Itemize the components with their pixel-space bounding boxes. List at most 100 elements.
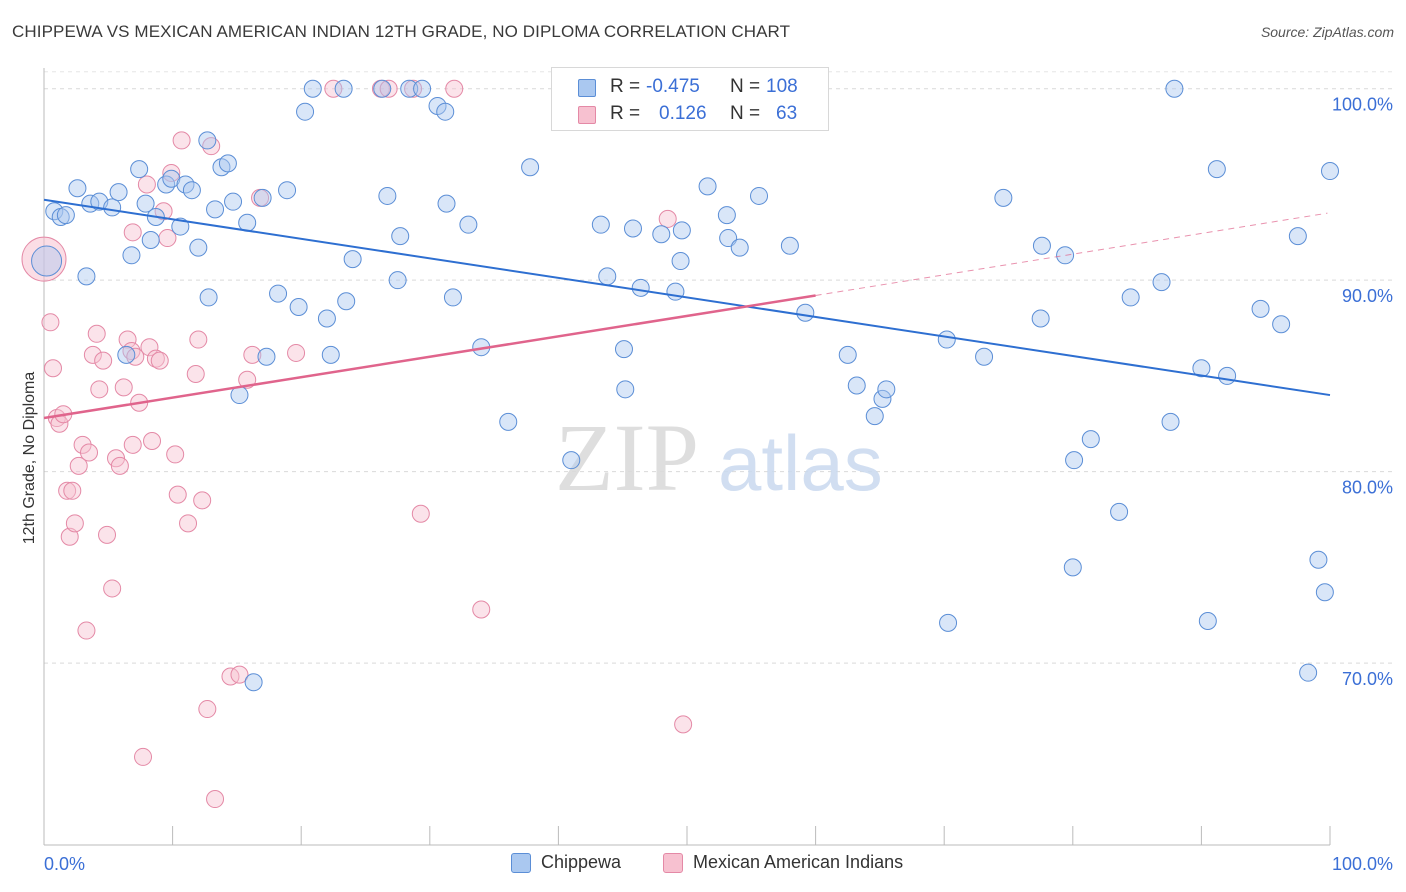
data-point-chippewa [717,206,736,225]
data-point-chippewa [1121,288,1140,307]
data-point-mexican [168,485,187,504]
y-tick-label: 90.0% [1342,286,1393,306]
data-point-mexican [60,527,79,546]
legend-n-label: N = [730,76,761,97]
data-point-mexican [103,579,122,598]
data-point-chippewa [436,102,455,121]
data-point-chippewa [141,230,160,249]
data-point-mexican [150,351,169,370]
data-point-chippewa [413,79,432,98]
data-point-mexican [80,443,99,462]
watermark-atlas: atlas [718,419,883,507]
y-axis-label: 12th Grade, No Diploma [21,371,38,545]
data-point-chippewa [437,194,456,213]
data-point-chippewa [1272,315,1291,334]
data-point-chippewa [182,181,201,200]
data-point-mexican [674,715,693,734]
data-point-chippewa [1198,611,1217,630]
data-point-mexican [172,131,191,150]
data-point-mexican [134,747,153,766]
data-point-chippewa [378,186,397,205]
data-point-mexican [98,525,117,544]
data-point-mexican [65,514,84,533]
data-point-mexican [324,79,343,98]
data-point-chippewa [31,245,63,277]
source-label: Source: ZipAtlas.com [1260,24,1394,40]
data-point-chippewa [1165,79,1184,98]
legend-row-mexican: R = 0.126 N = 63 [552,100,828,128]
data-point-mexican [287,343,306,362]
series-chippewa [31,79,1339,692]
data-point-chippewa [1065,451,1084,470]
data-point-chippewa [253,188,272,207]
data-point-chippewa [206,200,225,219]
data-point-chippewa [117,345,136,364]
data-point-chippewa [877,380,896,399]
data-point-chippewa [68,179,87,198]
data-point-chippewa [591,215,610,234]
data-point-chippewa [321,345,340,364]
y-tick-label: 70.0% [1342,669,1393,689]
x-tick-label-min: 0.0% [44,854,85,874]
data-point-mexican [658,209,677,228]
bottom-legend-label-mexican: Mexican American Indians [693,852,904,872]
data-point-mexican [186,365,205,383]
data-point-chippewa [157,175,176,194]
data-point-mexican [445,79,464,98]
data-point-chippewa [623,219,642,238]
data-point-chippewa [719,229,738,248]
data-point-chippewa [459,215,478,234]
data-point-mexican [379,79,398,98]
legend-n-label: N = [730,103,761,124]
data-point-chippewa [77,267,96,286]
data-point-mexican [41,313,60,332]
y-tick-label: 80.0% [1342,478,1393,498]
data-point-chippewa [296,102,315,121]
legend-swatch-chippewa [578,79,596,97]
data-point-chippewa [865,407,884,426]
data-point-mexican [44,359,63,378]
data-point-chippewa [373,79,392,98]
data-point-chippewa [443,288,462,307]
data-point-chippewa [130,160,149,179]
axis-layer [43,68,1331,846]
data-point-chippewa [1161,412,1180,431]
data-point-chippewa [199,288,218,307]
data-point-mexican [69,456,88,475]
data-point-chippewa [1032,236,1051,255]
data-point-chippewa [562,451,581,470]
trend-line-mexican [43,294,816,420]
data-point-chippewa [257,347,276,366]
data-point-mexican [189,330,208,349]
data-point-chippewa [939,613,958,632]
data-point-mexican [221,667,240,686]
data-point-chippewa [224,192,243,211]
data-point-chippewa [796,303,815,322]
data-point-chippewa [975,347,994,366]
data-point-mexican [193,491,212,510]
data-point-mexican [230,665,249,684]
data-point-chippewa [616,380,635,399]
legend-n-value-mexican: 63 [776,103,798,124]
data-point-chippewa [631,278,650,297]
data-point-mexican [143,432,162,451]
data-point-mexican [83,345,102,364]
data-point-chippewa [730,238,749,257]
data-point-chippewa [317,309,336,328]
data-point-chippewa [337,292,356,311]
data-point-mexican [94,351,113,370]
watermark: ZIP atlas [555,404,883,511]
data-point-chippewa [198,131,217,150]
grid-layer [44,71,1394,664]
tick-label-layer: 70.0% 80.0% 90.0% 100.0% 0.0% 100.0% [44,95,1393,874]
data-point-chippewa [171,217,190,236]
data-point-mexican [472,600,491,619]
data-point-chippewa [343,250,362,269]
data-point-mexican [140,338,159,357]
trend-line-chippewa [43,198,1331,397]
data-point-mexican [87,324,106,343]
data-point-chippewa [614,340,633,359]
y-tick-label: 100.0% [1332,95,1393,115]
data-point-mexican [206,790,225,809]
legend-n-value-chippewa: 108 [766,76,798,97]
